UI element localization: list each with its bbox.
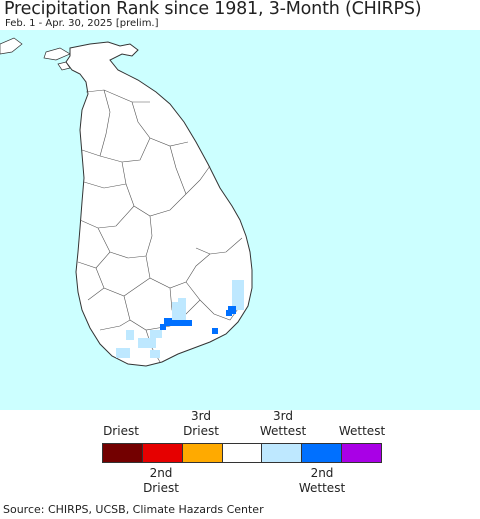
legend-label-driest: Driest — [103, 424, 139, 438]
legend-swatch-2nd-wettest — [302, 444, 343, 462]
legend-color-bar — [102, 443, 382, 463]
legend-swatch-2nd-driest — [142, 444, 183, 462]
map-subtitle: Feb. 1 - Apr. 30, 2025 [prelim.] — [5, 18, 159, 29]
legend-label-wettest: Wettest — [338, 424, 386, 438]
map-title: Precipitation Rank since 1981, 3-Month (… — [4, 0, 422, 19]
island-outline — [65, 41, 253, 367]
legend-label-3rd-driest: 3rd Driest — [183, 409, 219, 438]
rank-pixels — [116, 280, 244, 358]
legend-swatch-driest — [103, 444, 143, 462]
legend-label-2nd-driest: 2nd Driest — [143, 466, 179, 495]
legend-swatch-wettest — [342, 444, 382, 462]
legend-label-3rd-wettest: 3rd Wettest — [259, 409, 307, 438]
island-north-2 — [43, 47, 71, 61]
legend-swatch-3rd-wettest — [262, 444, 303, 462]
source-credit: Source: CHIRPS, UCSB, Climate Hazards Ce… — [3, 503, 264, 516]
legend-label-2nd-wettest: 2nd Wettest — [298, 466, 346, 495]
sri-lanka-map — [0, 30, 480, 410]
legend-swatch-3rd-driest — [182, 444, 223, 462]
legend-swatch-normal — [222, 444, 263, 462]
island-north-1 — [0, 37, 23, 55]
district-boundaries — [77, 89, 243, 363]
